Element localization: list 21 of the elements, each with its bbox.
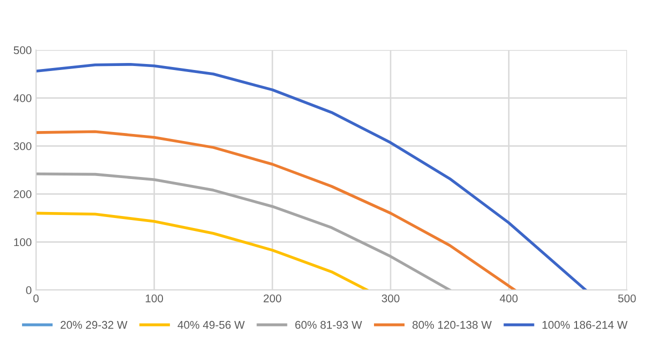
legend-label: 40% 49-56 W	[178, 320, 245, 329]
line-series	[36, 63, 588, 290]
x-tick-label: 500	[618, 294, 636, 302]
x-tick-label: 0	[33, 294, 39, 302]
legend-label: 60% 81-93 W	[295, 320, 362, 329]
x-tick-label: 400	[500, 294, 518, 302]
x-tick-label: 300	[382, 294, 400, 302]
y-tick-label: 300	[14, 142, 32, 150]
y-tick-label: 200	[14, 190, 32, 198]
line-series	[36, 130, 516, 290]
legend-label: 20% 29-32 W	[60, 320, 128, 329]
y-tick-label: 400	[14, 94, 32, 102]
x-tick-label: 100	[146, 294, 164, 302]
legend-label: 100% 186-214 W	[542, 320, 628, 329]
line-series	[36, 212, 368, 290]
y-tick-label: 100	[14, 238, 32, 246]
y-tick-label: 0	[26, 286, 32, 294]
x-tick-label: 200	[264, 294, 282, 302]
y-tick-label: 500	[14, 46, 32, 54]
legend-label: 80% 120-138 W	[412, 320, 492, 329]
line-series	[36, 172, 452, 290]
